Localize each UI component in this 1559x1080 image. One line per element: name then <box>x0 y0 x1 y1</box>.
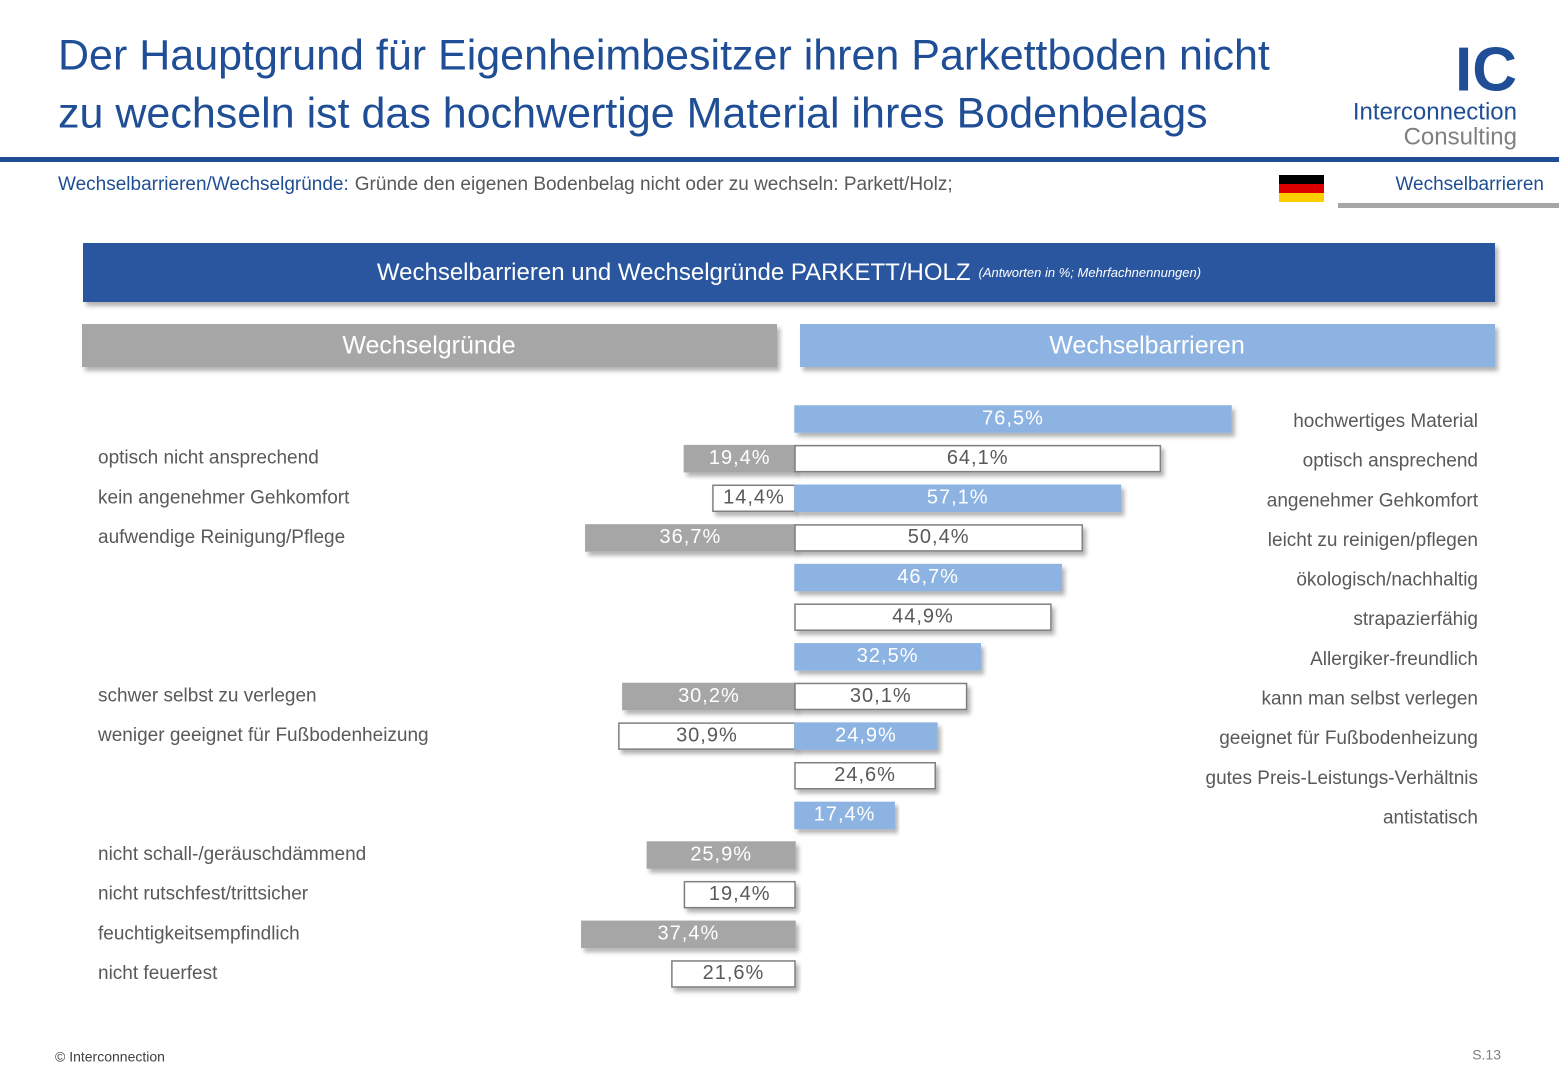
value-label: 30,9% <box>676 724 738 746</box>
value-label: 76,5% <box>982 407 1044 429</box>
footer-copyright: © Interconnection <box>55 1049 165 1065</box>
value-label: 44,9% <box>892 605 954 627</box>
logo-text: Consulting <box>1404 123 1517 150</box>
bar <box>794 405 1232 433</box>
title-line: Der Hauptgrund für Eigenheimbesitzer ihr… <box>58 31 1270 79</box>
logo-mark: IC <box>1455 35 1517 104</box>
footer-page: S.13 <box>1472 1047 1501 1063</box>
value-label: 50,4% <box>908 526 970 548</box>
value-label: 19,4% <box>709 883 771 905</box>
bar <box>794 603 1052 631</box>
value-label: 32,5% <box>857 645 919 667</box>
flag <box>1279 175 1324 184</box>
category-label: nicht feuerfest <box>98 963 218 984</box>
value-label: 24,6% <box>834 764 896 786</box>
value-label: 30,2% <box>678 685 740 707</box>
subtitle-label: Wechselbarrieren/Wechselgründe: <box>58 174 349 195</box>
bar <box>794 643 981 671</box>
bar <box>683 880 796 909</box>
category-label: geeignet für Fußbodenheizung <box>1219 728 1478 749</box>
value-label: 64,1% <box>947 447 1009 469</box>
value-label: 46,7% <box>897 566 959 588</box>
category-label: kein angenehmer Gehkomfort <box>98 487 350 508</box>
category-label: kann man selbst verlegen <box>1261 688 1478 709</box>
subtitle-text: Gründe den eigenen Bodenbelag nicht oder… <box>355 174 953 195</box>
category-label: gutes Preis-Leistungs-Verhältnis <box>1206 768 1478 789</box>
chart-banner <box>83 243 1495 302</box>
subtitle: Wechselbarrieren/Wechselgründe: Gründe de… <box>58 174 953 195</box>
category-label: optisch ansprechend <box>1303 451 1478 472</box>
tab: Wechselbarrieren <box>1395 174 1544 195</box>
value-label: 19,4% <box>709 447 771 469</box>
panel-header <box>82 324 777 367</box>
value-label: 14,4% <box>723 487 785 509</box>
bar <box>794 484 1122 513</box>
category-label: nicht schall-/geräuschdämmend <box>98 844 366 865</box>
bar <box>646 841 796 869</box>
category-label: hochwertiges Material <box>1293 411 1478 432</box>
value-label: 24,9% <box>835 724 897 746</box>
category-label: strapazierfähig <box>1353 609 1478 630</box>
bar <box>618 722 796 750</box>
value-label: 30,1% <box>850 685 912 707</box>
bar <box>671 960 796 988</box>
legend-entry: Wechselbarrieren <box>1049 332 1244 360</box>
legend-entry: Wechselgründe <box>342 332 515 360</box>
category-label: angenehmer Gehkomfort <box>1267 490 1479 511</box>
category-label: optisch nicht ansprechend <box>98 448 319 469</box>
value-label: 57,1% <box>927 487 989 509</box>
category-label: leicht zu reinigen/pflegen <box>1268 530 1478 551</box>
category-label: aufwendige Reinigung/Pflege <box>98 527 345 548</box>
category-label: weniger geeignet für Fußbodenheizung <box>97 725 429 746</box>
bar <box>581 920 796 949</box>
header-rule <box>0 157 1559 162</box>
bar <box>794 444 1162 473</box>
bar <box>794 524 1084 552</box>
title-line: zu wechseln ist das hochwertige Material… <box>58 89 1208 137</box>
flag <box>1279 184 1324 193</box>
value-label: 25,9% <box>690 843 752 865</box>
panel-header <box>800 324 1495 367</box>
bar <box>794 762 936 790</box>
bar <box>794 563 1062 592</box>
bar <box>794 801 895 830</box>
value-label: 21,6% <box>703 962 765 984</box>
category-label: Allergiker-freundlich <box>1310 649 1478 670</box>
value-label: 36,7% <box>660 526 722 548</box>
chart-title: Wechselbarrieren und Wechselgründe PARKE… <box>377 259 1201 286</box>
value-label: 17,4% <box>814 804 876 826</box>
chart-title-text: Wechselbarrieren und Wechselgründe PARKE… <box>377 259 971 286</box>
flag <box>1279 193 1324 202</box>
category-label: antistatisch <box>1383 807 1478 828</box>
bar <box>585 524 796 552</box>
bar <box>794 722 938 750</box>
category-label: schwer selbst zu verlegen <box>98 685 317 706</box>
category-label: nicht rutschfest/trittsicher <box>98 884 309 905</box>
bar <box>683 444 796 473</box>
chart-subtitle: (Antworten in %; Mehrfachnennungen) <box>979 265 1202 280</box>
tab-underline <box>1338 203 1559 208</box>
category-label: feuchtigkeitsempfindlich <box>98 923 300 944</box>
bar <box>794 682 968 711</box>
category-label: ökologisch/nachhaltig <box>1296 570 1478 591</box>
value-label: 37,4% <box>658 923 720 945</box>
logo-text: Interconnection <box>1353 98 1517 125</box>
